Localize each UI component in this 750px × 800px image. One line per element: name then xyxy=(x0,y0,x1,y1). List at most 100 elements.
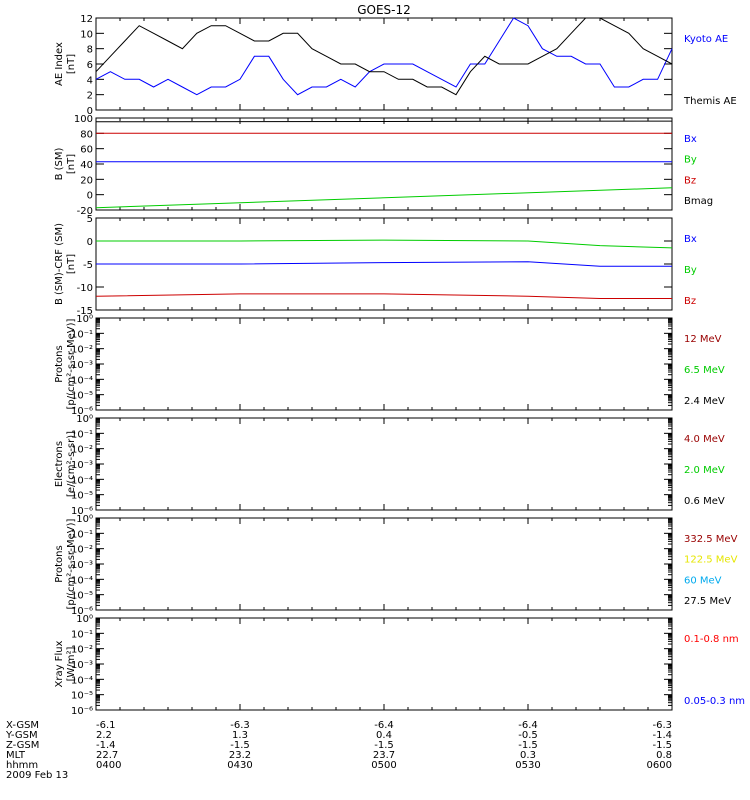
legend-122-5-mev: 122.5 MeV xyxy=(684,555,738,566)
x-axis-value: -1.5 xyxy=(230,740,250,751)
y-axis-unit: [p/(cm²-s-sr-MeV)] xyxy=(66,318,77,409)
x-axis-value: -1.5 xyxy=(652,740,672,751)
y-axis-label: Electrons xyxy=(54,441,65,487)
x-axis-value: 2.2 xyxy=(96,730,112,741)
y-tick-label: 10⁰ xyxy=(76,414,93,425)
legend-0-6-mev: 0.6 MeV xyxy=(684,496,725,507)
series-line-bmag xyxy=(95,120,673,123)
series-line-bz xyxy=(95,293,672,299)
y-tick-label: 10⁻³ xyxy=(71,660,93,671)
panel-7: 10⁻⁶ 10⁻⁵ 10⁻⁴ 10⁻³ 10⁻² 10⁻¹ 10⁰ Xray Flux [W/m… xyxy=(54,614,745,717)
y-tick-label: 10⁻² xyxy=(71,645,93,656)
panel-3: -15 -10 -5 0 5 B (SM)-CRF (SM) [nT] Bx By Bz xyxy=(54,214,697,317)
x-axis-table: X-GSM -6.1 -6.3 -6.4 -6.4 -6.3Y-GSM 2.2 1.3 0.4-… xyxy=(5,720,672,781)
x-axis-value: -1.4 xyxy=(96,740,116,751)
panel-frame xyxy=(95,117,673,211)
legend-0-1-0-8-nm: 0.1-0.8 nm xyxy=(684,634,739,645)
x-axis-value: 0.8 xyxy=(656,750,672,761)
y-axis-label: AE Index xyxy=(54,42,65,86)
x-axis-value: -6.3 xyxy=(230,720,250,731)
y-tick-label: -20 xyxy=(77,206,93,217)
y-tick-label: 10⁻³ xyxy=(71,460,93,471)
y-tick-label: 10⁻⁶ xyxy=(71,706,93,717)
y-tick-label: 6 xyxy=(87,60,93,71)
x-axis-value: -0.5 xyxy=(518,730,538,741)
panel-1: 0 2 4 6 8 10 12 AE Index [nT] Kyoto AE Themis AE xyxy=(54,14,737,117)
x-axis-value: 0500 xyxy=(371,760,396,771)
y-axis-unit: [nT] xyxy=(66,254,77,274)
legend-bz: Bz xyxy=(684,175,696,186)
x-axis-value: -6.4 xyxy=(518,720,538,731)
y-tick-label: 12 xyxy=(80,14,93,25)
panel-6: 10⁻⁶ 10⁻⁵ 10⁻⁴ 10⁻³ 10⁻² 10⁻¹ 10⁰ Protons [p/(cm… xyxy=(54,514,738,617)
x-axis-value: 23.7 xyxy=(373,750,395,761)
x-axis-row-label: hhmm xyxy=(6,760,38,771)
y-tick-label: 60 xyxy=(80,145,93,156)
legend-kyoto-ae: Kyoto AE xyxy=(684,34,728,45)
series-line-by xyxy=(96,239,673,249)
x-axis-value: 1.3 xyxy=(232,730,248,741)
y-tick-label: 10⁻⁴ xyxy=(71,675,93,686)
y-tick-label: 10⁻² xyxy=(71,545,93,556)
y-tick-label: 0 xyxy=(87,237,93,248)
y-axis-unit: [W/m²] xyxy=(66,646,77,681)
x-axis-value: -1.5 xyxy=(518,740,538,751)
x-axis-value: -6.4 xyxy=(374,720,394,731)
x-axis-value: 0400 xyxy=(96,760,121,771)
x-axis-value: 22.7 xyxy=(96,750,118,761)
legend-bz: Bz xyxy=(684,296,696,307)
legend-2-4-mev: 2.4 MeV xyxy=(684,396,725,407)
panel-5: 10⁻⁶ 10⁻⁵ 10⁻⁴ 10⁻³ 10⁻² 10⁻¹ 10⁰ Electrons [e/(… xyxy=(54,414,725,517)
plot-title: GOES-12 xyxy=(357,3,411,17)
y-tick-label: 10⁻⁴ xyxy=(71,375,93,386)
x-axis-value: 0600 xyxy=(647,760,672,771)
y-tick-label: 10⁻⁵ xyxy=(71,691,93,702)
y-tick-label: 2 xyxy=(87,91,93,102)
series-line-by xyxy=(95,187,673,209)
legend-2-0-mev: 2.0 MeV xyxy=(684,465,725,476)
x-axis-value: -1.4 xyxy=(652,730,672,741)
y-tick-label: 10⁰ xyxy=(76,314,93,325)
legend-4-0-mev: 4.0 MeV xyxy=(684,434,725,445)
y-tick-label: 10⁻⁶ xyxy=(71,606,93,617)
y-tick-label: 10⁻² xyxy=(71,345,93,356)
series-line-themis-ae xyxy=(95,17,673,96)
y-tick-label: 8 xyxy=(87,45,93,56)
x-axis-value: 0530 xyxy=(515,760,540,771)
y-tick-label: 20 xyxy=(80,175,93,186)
x-axis-row-label: Y-GSM xyxy=(5,730,38,741)
x-axis-row-label: Z-GSM xyxy=(6,740,39,751)
legend-27-5-mev: 27.5 MeV xyxy=(684,596,731,607)
x-axis-value: -6.1 xyxy=(96,720,116,731)
panel-4: 10⁻⁶ 10⁻⁵ 10⁻⁴ 10⁻³ 10⁻² 10⁻¹ 10⁰ Protons [p/(cm… xyxy=(54,314,725,417)
panel-frame xyxy=(95,517,673,611)
y-axis-unit: [p/(cm²-s-sr-MeV)] xyxy=(66,518,77,609)
legend-332-5-mev: 332.5 MeV xyxy=(684,534,738,545)
x-axis-row-label: MLT xyxy=(6,750,26,761)
series-line-kyoto-ae xyxy=(95,17,673,96)
x-axis-value: 23.2 xyxy=(229,750,251,761)
x-axis-value: -6.3 xyxy=(652,720,672,731)
y-axis-unit: [nT] xyxy=(66,54,77,74)
y-axis-label: Protons xyxy=(54,345,65,382)
x-axis-date: 2009 Feb 13 xyxy=(6,770,68,781)
y-tick-label: 10⁻¹ xyxy=(71,329,93,340)
legend-12-mev: 12 MeV xyxy=(684,334,722,345)
y-tick-label: 10 xyxy=(80,29,93,40)
y-tick-label: 10⁻¹ xyxy=(71,629,93,640)
legend-by: By xyxy=(684,265,697,276)
y-tick-label: 10⁻¹ xyxy=(71,529,93,540)
y-tick-label: 10⁻³ xyxy=(71,360,93,371)
y-tick-label: 4 xyxy=(87,75,93,86)
y-tick-label: 0 xyxy=(87,106,93,117)
y-axis-label: B (SM)-CRF (SM) xyxy=(54,223,65,305)
y-tick-label: 10⁰ xyxy=(76,614,93,625)
panel-frame xyxy=(95,617,673,711)
y-tick-label: -10 xyxy=(77,283,93,294)
y-tick-label: 10⁻⁴ xyxy=(71,475,93,486)
y-tick-label: 10⁻³ xyxy=(71,560,93,571)
legend-bx: Bx xyxy=(684,234,697,245)
legend-60-mev: 60 MeV xyxy=(684,575,722,586)
y-tick-label: 10⁻⁶ xyxy=(71,506,93,517)
